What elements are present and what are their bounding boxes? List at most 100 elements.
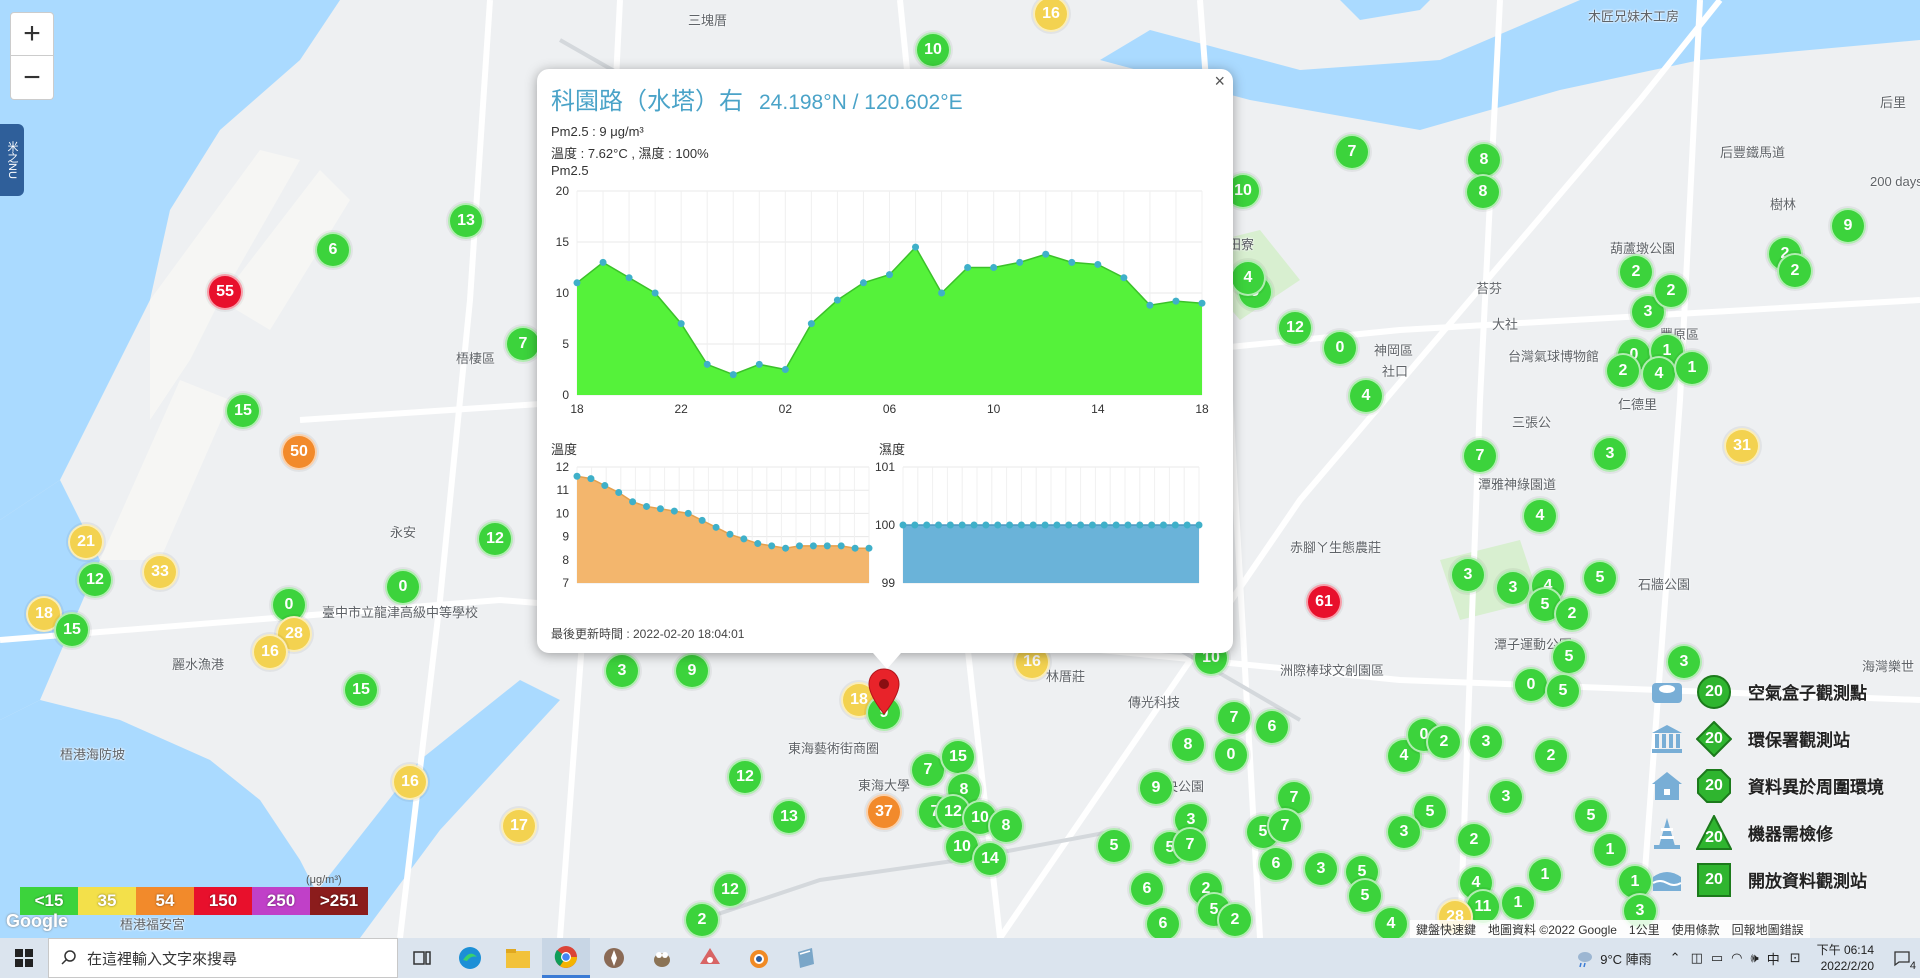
sensor-marker[interactable]: 8 (988, 808, 1024, 844)
sensor-marker[interactable]: 2 (1777, 253, 1813, 289)
network-icon[interactable]: ◫ (1690, 950, 1703, 965)
sensor-marker[interactable]: 7 (1462, 438, 1498, 474)
sensor-marker[interactable]: 2 (1217, 902, 1253, 938)
sensor-marker[interactable]: 8 (1466, 142, 1502, 178)
battery-icon[interactable]: ▭ (1710, 950, 1724, 965)
sensor-marker[interactable]: 0 (385, 569, 421, 605)
sensor-marker[interactable]: 4 (1348, 378, 1384, 414)
ime-mode-icon[interactable]: ⊡ (1789, 950, 1801, 965)
sensor-marker[interactable]: 7 (1267, 808, 1303, 844)
sensor-marker[interactable]: 61 (1306, 584, 1342, 620)
sensor-marker[interactable]: 7 (1172, 827, 1208, 863)
sensor-marker[interactable]: 5 (1551, 639, 1587, 675)
zoom-out-button[interactable]: − (10, 56, 54, 100)
sensor-marker[interactable]: 37 (866, 794, 902, 830)
sensor-marker[interactable]: 1 (1527, 857, 1563, 893)
sensor-marker[interactable]: 3 (1450, 557, 1486, 593)
sensor-marker[interactable]: 3 (1666, 644, 1702, 680)
sensor-marker[interactable]: 12 (1277, 310, 1313, 346)
sensor-marker[interactable]: 1 (1500, 885, 1536, 921)
sensor-marker[interactable]: 3 (1303, 851, 1339, 887)
sensor-marker[interactable]: 5 (1582, 560, 1618, 596)
sensor-marker[interactable]: 17 (501, 808, 537, 844)
sensor-marker[interactable]: 0 (1213, 737, 1249, 773)
sensor-marker[interactable]: 2 (1605, 353, 1641, 389)
zoom-in-button[interactable]: + (10, 12, 54, 56)
sensor-marker[interactable]: 15 (940, 739, 976, 775)
sensor-marker[interactable]: 16 (252, 634, 288, 670)
sensor-marker[interactable]: 16 (1033, 0, 1069, 32)
sensor-marker[interactable]: 31 (1724, 428, 1760, 464)
sensor-marker[interactable]: 2 (1653, 273, 1689, 309)
clock[interactable]: 下午 06:14 2022/2/20 (1817, 942, 1874, 974)
sensor-marker[interactable]: 9 (1138, 770, 1174, 806)
sensor-marker[interactable]: 12 (477, 521, 513, 557)
keyboard-shortcuts-link[interactable]: 鍵盤快速鍵 (1416, 923, 1477, 937)
map-view[interactable]: 梧棲區 永安 麗水漁港 梧港海防坡 梧港福安宮 臺中市立龍津高級中等學校 東海藝術街商圈 東海… (0, 0, 1920, 938)
sensor-marker[interactable]: 5 (1545, 673, 1581, 709)
wifi-icon[interactable]: ◠ (1731, 950, 1743, 965)
sensor-marker[interactable]: 3 (1630, 294, 1666, 330)
app-notebook-icon[interactable] (782, 938, 830, 978)
sensor-marker[interactable]: 8 (1465, 174, 1501, 210)
sensor-marker[interactable]: 15 (343, 672, 379, 708)
sensor-marker[interactable]: 6 (1145, 906, 1181, 938)
sensor-marker[interactable]: 12 (712, 872, 748, 908)
sensor-marker[interactable]: 4 (1641, 356, 1677, 392)
sensor-marker[interactable]: 13 (771, 799, 807, 835)
terms-link[interactable]: 使用條款 (1671, 923, 1720, 937)
location-pin-icon[interactable] (867, 668, 901, 716)
sensor-marker[interactable]: 6 (1258, 846, 1294, 882)
file-explorer-icon[interactable] (494, 938, 542, 978)
sensor-marker[interactable]: 3 (1386, 814, 1422, 850)
sensor-marker[interactable]: 5 (1347, 878, 1383, 914)
sensor-marker[interactable]: 9 (674, 653, 710, 689)
sensor-marker[interactable]: 12 (77, 562, 113, 598)
app-inkscape-icon[interactable] (686, 938, 734, 978)
sensor-marker[interactable]: 7 (1334, 134, 1370, 170)
weather-text[interactable]: 9°C 陣雨 (1600, 951, 1652, 967)
sensor-marker[interactable]: 2 (1426, 724, 1462, 760)
sensor-marker[interactable]: 3 (1488, 779, 1524, 815)
sensor-marker[interactable]: 0 (1322, 330, 1358, 366)
sensor-marker[interactable]: 5 (1096, 828, 1132, 864)
sensor-marker[interactable]: 6 (1129, 871, 1165, 907)
sensor-marker[interactable]: 4 (1230, 260, 1266, 296)
sensor-marker[interactable]: 4 (1373, 906, 1409, 938)
sensor-marker[interactable]: 6 (315, 232, 351, 268)
sensor-marker[interactable]: 7 (1216, 700, 1252, 736)
sensor-marker[interactable]: 3 (604, 653, 640, 689)
sensor-marker[interactable]: 2 (1456, 822, 1492, 858)
sensor-marker[interactable]: 8 (1170, 727, 1206, 763)
sensor-marker[interactable]: 33 (142, 554, 178, 590)
show-hidden-icons-icon[interactable]: ⌃ (1669, 950, 1681, 965)
sensor-marker[interactable]: 13 (448, 203, 484, 239)
app-compass-icon[interactable] (590, 938, 638, 978)
sensor-marker[interactable]: 18 (841, 682, 877, 718)
edge-browser-icon[interactable] (446, 938, 494, 978)
sensor-marker[interactable]: 0 (1513, 667, 1549, 703)
sensor-marker[interactable]: 3 (1468, 724, 1504, 760)
sensor-marker[interactable]: 15 (54, 612, 90, 648)
start-button[interactable] (0, 938, 48, 978)
sensor-marker[interactable]: 3 (1592, 436, 1628, 472)
task-view-icon[interactable] (398, 938, 446, 978)
app-blender-icon[interactable] (734, 938, 782, 978)
sensor-marker[interactable]: 10 (915, 32, 951, 68)
sensor-marker[interactable]: 12 (727, 759, 763, 795)
taskbar-search-box[interactable]: 在這裡輸入文字來搜尋 (48, 938, 398, 978)
ime-indicator[interactable]: 中 (1766, 951, 1780, 967)
volume-icon[interactable]: 🕪 (1750, 950, 1759, 965)
sensor-marker[interactable]: 16 (392, 764, 428, 800)
close-popup-button[interactable]: × (1214, 71, 1225, 91)
sensor-marker[interactable]: 5 (1573, 798, 1609, 834)
sensor-marker[interactable]: 1 (1674, 350, 1710, 386)
sensor-marker[interactable]: 6 (1254, 709, 1290, 745)
sensor-marker[interactable]: 15 (225, 393, 261, 429)
app-gimp-icon[interactable] (638, 938, 686, 978)
sensor-marker[interactable]: 2 (1618, 254, 1654, 290)
sensor-marker[interactable]: 2 (1554, 596, 1590, 632)
chrome-browser-icon[interactable] (542, 938, 590, 978)
sensor-marker[interactable]: 2 (684, 902, 720, 938)
sensor-marker[interactable]: 3 (1495, 570, 1531, 606)
